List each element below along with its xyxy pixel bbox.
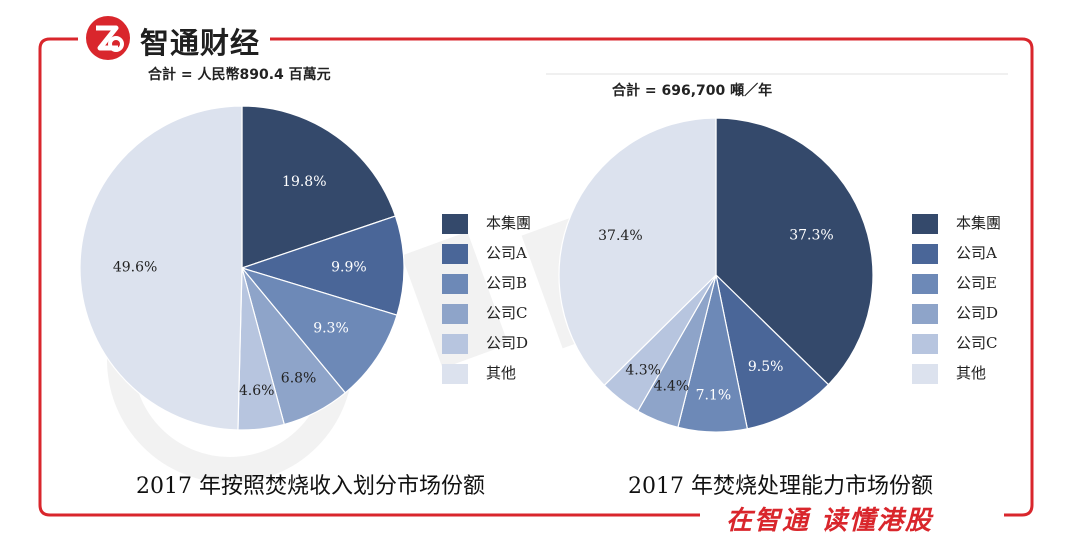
brand-slogan: 在智通 读懂港股: [726, 506, 934, 536]
left-pie-slice-5: [79, 105, 243, 431]
right-pie-label-0: 37.3%: [789, 228, 833, 244]
right-legend-label-3: 公司D: [956, 304, 999, 322]
right-legend-label-1: 公司A: [956, 244, 997, 262]
left-legend-label-0: 本集團: [486, 214, 532, 232]
left-chart-caption: 2017 年按照焚烧收入划分市场份额: [136, 474, 485, 499]
left-pie-label-2: 9.3%: [313, 320, 349, 336]
left-pie-label-3: 6.8%: [281, 370, 317, 386]
left-legend-label-5: 其他: [486, 364, 517, 382]
left-pie-slice-1: [240, 215, 405, 316]
right-legend-label-2: 公司E: [956, 274, 997, 292]
right-pie-label-5: 37.4%: [598, 228, 642, 244]
right-legend-swatch-4: [912, 334, 938, 354]
right-pie-slice-0: [715, 117, 874, 386]
left-pie-slice-2: [240, 266, 398, 394]
right-legend-swatch-2: [912, 274, 938, 294]
right-legend-label-4: 公司C: [956, 334, 998, 352]
right-chart-caption: 2017 年焚烧处理能力市场份额: [628, 474, 933, 499]
right-legend-swatch-1: [912, 244, 938, 264]
right-legend-label-0: 本集團: [956, 214, 1002, 232]
left-legend-swatch-4: [442, 334, 468, 354]
left-legend-label-3: 公司C: [486, 304, 528, 322]
right-pie-label-2: 7.1%: [696, 387, 732, 403]
right-pie-label-1: 9.5%: [748, 359, 784, 375]
left-legend-label-1: 公司A: [486, 244, 527, 262]
brand-logo-icon: [86, 16, 130, 60]
right-legend-swatch-0: [912, 214, 938, 234]
right-legend-swatch-3: [912, 304, 938, 324]
left-pie-slice-0: [241, 105, 397, 269]
right-pie-slice-5: [558, 117, 717, 387]
left-pie-label-1: 9.9%: [331, 259, 367, 275]
right-pie-label-4: 4.3%: [625, 363, 661, 379]
left-pie-label-5: 49.6%: [113, 260, 157, 276]
right-legend-label-5: 其他: [956, 364, 987, 382]
left-legend-swatch-5: [442, 364, 468, 384]
left-legend-swatch-1: [442, 244, 468, 264]
right-chart-total: 合計 = 696,700 噸／年: [612, 83, 773, 99]
right-pie-label-3: 4.4%: [654, 379, 690, 395]
left-legend-swatch-2: [442, 274, 468, 294]
left-pie-label-0: 19.8%: [282, 174, 326, 190]
left-pie-label-4: 4.6%: [239, 383, 275, 399]
left-legend-swatch-3: [442, 304, 468, 324]
left-legend-label-4: 公司D: [486, 334, 529, 352]
left-chart-total: 合計 = 人民幣890.4 百萬元: [148, 67, 331, 83]
right-pie-slice-1: [715, 273, 830, 430]
left-legend-swatch-0: [442, 214, 468, 234]
brand-name: 智通财经: [140, 26, 261, 60]
left-legend-label-2: 公司B: [486, 274, 528, 292]
right-legend-swatch-5: [912, 364, 938, 384]
